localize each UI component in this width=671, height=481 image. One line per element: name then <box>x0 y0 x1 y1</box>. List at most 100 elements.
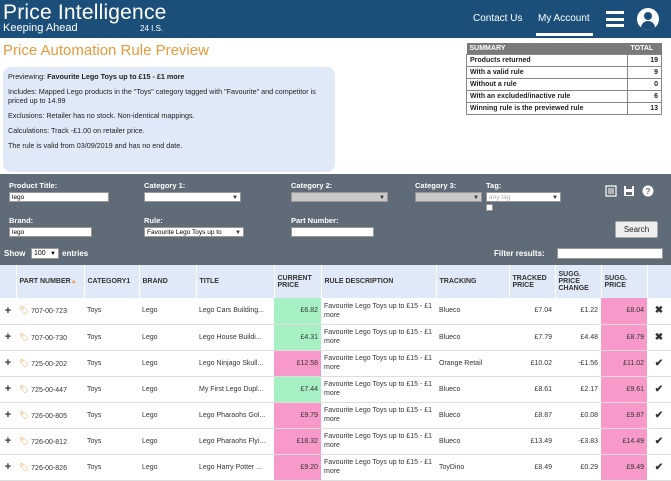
part-number-cell: 🏷 725-00-447 <box>16 376 84 403</box>
title-cell[interactable]: Lego Pharaohs Flyi... <box>196 428 274 455</box>
table-header-row: PART NUMBER▲ CATEGORY1 BRAND TITLE CURRE… <box>0 265 671 298</box>
column-header-tracking[interactable]: TRACKING <box>436 265 510 298</box>
page-title: Price Automation Rule Preview <box>3 42 209 59</box>
brand-cell: Lego <box>139 402 196 429</box>
title-cell[interactable]: Lego Ninjago Skull... <box>196 350 274 377</box>
part-number-text: 726-00-826 <box>31 464 67 472</box>
sugg-price-cell: £11.02 <box>601 350 647 377</box>
column-header-category1[interactable]: CATEGORY1 <box>84 265 140 298</box>
brand-input[interactable] <box>9 227 92 237</box>
category1-select[interactable]: ▼ <box>144 192 241 202</box>
title-cell[interactable]: Lego Harry Potter ... <box>196 454 274 481</box>
previewing-rule-name: Favourite Lego Toys up to £15 - £1 more <box>47 72 185 81</box>
rule-description-cell: Favourite Lego Toys up to £15 - £1 more <box>321 298 436 325</box>
column-header-tracked-price[interactable]: TRACKED PRICE <box>509 265 556 298</box>
column-header-brand[interactable]: BRAND <box>139 265 197 298</box>
summary-label: Products returned <box>466 53 628 67</box>
expand-row-icon[interactable]: + <box>0 376 16 403</box>
chevron-down-icon: ▼ <box>473 195 479 201</box>
sugg-price-cell: £8.79 <box>601 324 647 351</box>
brand-cell: Lego <box>139 324 196 351</box>
check-icon: ✔ <box>647 376 671 403</box>
list-view-icon[interactable] <box>605 185 617 197</box>
tracked-price-cell: £10.02 <box>509 350 555 377</box>
title-cell[interactable]: Lego Pharaohs Gol... <box>196 402 274 429</box>
category-cell: Toys <box>84 324 139 351</box>
product-title-label: Product Title: <box>9 181 58 190</box>
expand-row-icon[interactable]: + <box>0 402 16 429</box>
part-number-input[interactable] <box>291 227 374 237</box>
tag-icon[interactable]: 🏷 <box>19 332 30 342</box>
title-cell[interactable]: Lego House Buildi... <box>196 324 274 351</box>
column-header-title[interactable]: TITLE <box>196 265 275 298</box>
table-row[interactable]: + 🏷 726-00-826 Toys Lego Lego Harry Potter ..… <box>0 454 671 481</box>
expand-row-icon[interactable]: + <box>0 350 16 377</box>
rule-description-cell: Favourite Lego Toys up to £15 - £1 more <box>321 376 436 403</box>
part-number-text: 726-00-805 <box>31 412 67 420</box>
save-icon[interactable] <box>623 185 635 197</box>
rule-select[interactable]: Favourite Lego Toys up to ▼ <box>144 227 244 237</box>
tracking-cell: Blueco <box>436 428 509 455</box>
table-row[interactable]: + 🏷 725-00-202 Toys Lego Lego Ninjago Skull..… <box>0 350 671 377</box>
filter-panel: Product Title: Category 1: ▼ Category 2:… <box>0 174 671 245</box>
help-icon[interactable]: ? <box>642 185 654 197</box>
table-row[interactable]: + 🏷 726-00-805 Toys Lego Lego Pharaohs Gol...… <box>0 402 671 429</box>
column-header-sugg-price-change[interactable]: SUGG. PRICE CHANGE <box>555 265 602 298</box>
tracked-price-cell: £8.61 <box>509 376 555 403</box>
logo-title[interactable]: Price Intelligence <box>3 1 167 24</box>
title-cell[interactable]: My First Lego Dupl... <box>196 376 274 403</box>
summary-label: With a valid rule <box>466 65 628 79</box>
tag-icon[interactable]: 🏷 <box>19 384 30 394</box>
version-label: 24 I.S. <box>140 24 164 33</box>
rule-label: Rule: <box>144 216 163 225</box>
expand-row-icon[interactable]: + <box>0 298 16 325</box>
current-price-cell: £4.31 <box>274 324 321 351</box>
category2-select[interactable]: ▼ <box>291 192 388 202</box>
nav-contact-us[interactable]: Contact Us <box>473 13 523 24</box>
rule-description-cell: Favourite Lego Toys up to £15 - £1 more <box>321 402 436 429</box>
expand-row-icon[interactable]: + <box>0 324 16 351</box>
summary-label: With an excluded/inactive rule <box>466 89 628 103</box>
tag-icon[interactable]: 🏷 <box>19 436 30 446</box>
tracked-price-cell: £7.04 <box>509 298 555 325</box>
expand-row-icon[interactable]: + <box>0 428 16 455</box>
table-row[interactable]: + 🏷 707-00-723 Toys Lego Lego Cars Building..… <box>0 298 671 325</box>
filter-results-input[interactable] <box>557 248 663 259</box>
nav-my-account[interactable]: My Account <box>538 13 590 24</box>
search-button[interactable]: Search <box>615 221 658 238</box>
title-cell[interactable]: Lego Cars Building... <box>196 298 274 325</box>
tag-icon[interactable]: 🏷 <box>19 306 30 316</box>
table-row[interactable]: + 🏷 725-00-447 Toys Lego My First Lego Dupl..… <box>0 376 671 403</box>
table-row[interactable]: + 🏷 726-00-812 Toys Lego Lego Pharaohs Flyi..… <box>0 428 671 455</box>
category3-select[interactable]: ▼ <box>415 192 482 202</box>
product-title-input[interactable] <box>9 192 109 202</box>
table-row[interactable]: + 🏷 707-00-730 Toys Lego Lego House Buildi...… <box>0 324 671 351</box>
status-header <box>647 265 671 298</box>
rule-description-cell: Favourite Lego Toys up to £15 - £1 more <box>321 324 436 351</box>
summary-row: Products returned 19 <box>466 53 662 67</box>
includes-text: Includes: Mapped Lego products in the "T… <box>8 87 316 105</box>
tag-icon[interactable]: 🏷 <box>19 462 30 472</box>
entries-select[interactable]: 100 ▼ <box>31 248 59 259</box>
tracked-price-cell: £8.87 <box>509 402 555 429</box>
summary-total-header: TOTAL <box>627 43 662 54</box>
user-avatar-icon[interactable] <box>637 8 659 30</box>
column-header-current-price[interactable]: CURRENT PRICE <box>274 265 322 298</box>
tracked-price-cell: £13.49 <box>509 428 555 455</box>
summary-row: Without a rule 0 <box>466 77 662 91</box>
part-number-cell: 🏷 726-00-826 <box>16 454 84 481</box>
sugg-price-change-cell: £0.29 <box>555 454 601 481</box>
tag-placeholder: any tag <box>489 194 511 201</box>
column-header-sugg-price[interactable]: SUGG. PRICE <box>601 265 648 298</box>
tag-icon[interactable]: 🏷 <box>19 410 30 420</box>
column-header-part-number[interactable]: PART NUMBER▲ <box>16 265 85 298</box>
tag-icon[interactable]: 🏷 <box>19 358 30 368</box>
calculations-text: Calculations: Track -£1.00 on retailer p… <box>8 126 145 135</box>
column-header-rule-description[interactable]: RULE DESCRIPTION <box>321 265 437 298</box>
current-price-cell: £9.79 <box>274 402 321 429</box>
expand-row-icon[interactable]: + <box>0 454 16 481</box>
tracking-cell: Blueco <box>436 324 509 351</box>
tag-checkbox[interactable] <box>486 204 493 211</box>
tag-select[interactable]: any tag ▼ <box>486 192 561 202</box>
menu-icon[interactable] <box>606 11 624 27</box>
